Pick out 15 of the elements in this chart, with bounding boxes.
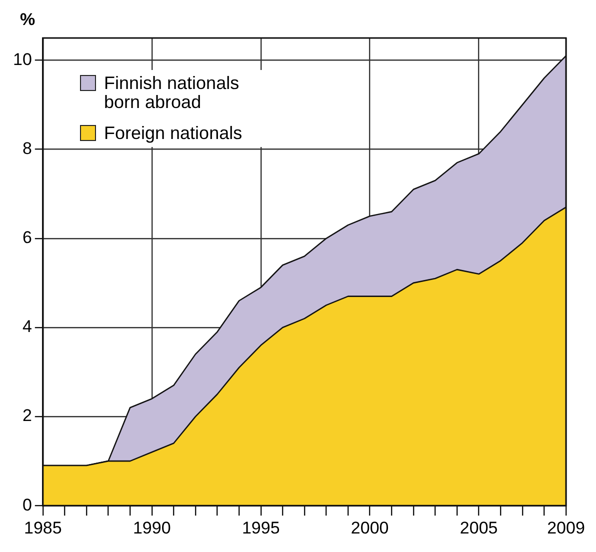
x-tick-label: 1985 (24, 518, 62, 538)
x-tick-label: 1990 (132, 518, 171, 538)
y-tick-label: 6 (22, 228, 32, 248)
x-tick-label: 2000 (350, 518, 389, 538)
y-tick-label: 10 (12, 50, 32, 69)
x-tick-label: 2005 (460, 518, 498, 538)
y-tick-label: 8 (22, 139, 32, 158)
legend-label: Finnish nationals born abroad (104, 73, 240, 112)
legend-label: Foreign nationals (104, 123, 242, 143)
x-tick-label: 1995 (242, 518, 280, 538)
y-tick-label: 4 (22, 317, 32, 336)
y-tick-label: 0 (22, 495, 32, 514)
y-tick-label: 2 (22, 406, 32, 426)
y-axis-title: % (20, 10, 36, 30)
x-tick-label: 2009 (547, 518, 585, 538)
